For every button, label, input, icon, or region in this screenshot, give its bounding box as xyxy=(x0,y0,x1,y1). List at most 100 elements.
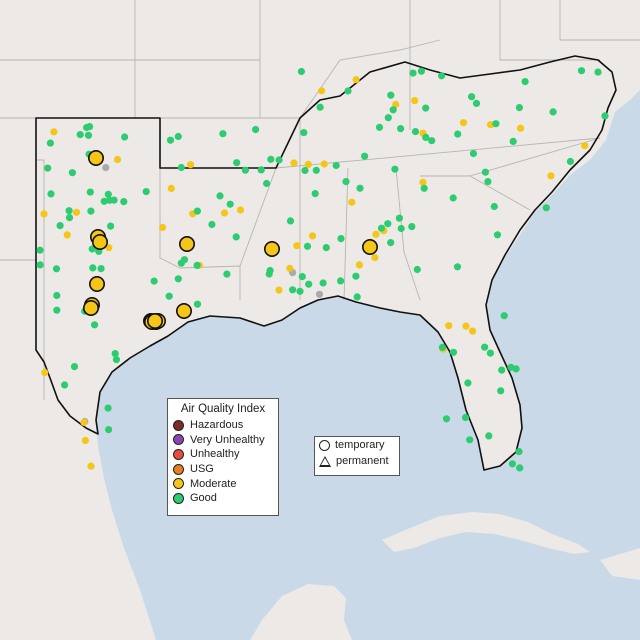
good-monitor-marker[interactable] xyxy=(492,120,500,128)
good-monitor-marker[interactable] xyxy=(89,264,97,272)
good-monitor-marker[interactable] xyxy=(193,207,201,215)
good-monitor-marker[interactable] xyxy=(397,125,405,133)
moderate-monitor-marker[interactable] xyxy=(352,76,360,84)
good-monitor-marker[interactable] xyxy=(166,136,175,144)
good-monitor-marker[interactable] xyxy=(233,159,241,167)
moderate-monitor-marker[interactable] xyxy=(355,261,363,269)
good-monitor-marker[interactable] xyxy=(61,381,69,389)
good-monitor-marker[interactable] xyxy=(468,93,476,101)
good-monitor-marker[interactable] xyxy=(150,277,158,285)
moderate-monitor-marker[interactable] xyxy=(293,242,301,250)
moderate-monitor-marker[interactable] xyxy=(371,254,379,262)
good-monitor-marker[interactable] xyxy=(111,350,119,358)
moderate-monitor-marker[interactable] xyxy=(220,209,229,217)
good-monitor-marker[interactable] xyxy=(413,265,421,274)
good-monitor-marker[interactable] xyxy=(47,190,55,198)
moderate-temporary-monitor-marker[interactable] xyxy=(147,312,164,329)
moderate-monitor-marker[interactable] xyxy=(80,418,88,426)
good-monitor-marker[interactable] xyxy=(387,239,395,247)
good-monitor-marker[interactable] xyxy=(70,363,79,371)
good-monitor-marker[interactable] xyxy=(438,72,446,80)
moderate-monitor-marker[interactable] xyxy=(348,198,356,206)
no-data-monitor-marker[interactable] xyxy=(315,290,324,298)
good-monitor-marker[interactable] xyxy=(297,67,305,76)
moderate-monitor-marker[interactable] xyxy=(469,327,477,335)
moderate-monitor-marker[interactable] xyxy=(63,231,71,239)
good-monitor-marker[interactable] xyxy=(193,261,201,269)
good-monitor-marker[interactable] xyxy=(454,130,462,138)
good-monitor-marker[interactable] xyxy=(107,222,115,230)
good-monitor-marker[interactable] xyxy=(174,275,182,283)
good-monitor-marker[interactable] xyxy=(337,235,345,243)
good-monitor-marker[interactable] xyxy=(466,436,474,444)
no-data-monitor-marker[interactable] xyxy=(102,164,110,172)
good-monitor-marker[interactable] xyxy=(601,112,609,120)
good-monitor-marker[interactable] xyxy=(464,379,472,387)
good-monitor-marker[interactable] xyxy=(44,164,52,172)
good-monitor-marker[interactable] xyxy=(312,166,320,174)
good-monitor-marker[interactable] xyxy=(453,263,462,271)
good-monitor-marker[interactable] xyxy=(389,106,397,114)
good-monitor-marker[interactable] xyxy=(342,178,350,186)
good-monitor-marker[interactable] xyxy=(56,222,64,230)
moderate-monitor-marker[interactable] xyxy=(517,124,525,132)
good-monitor-marker[interactable] xyxy=(298,273,306,281)
good-monitor-marker[interactable] xyxy=(322,244,330,252)
good-monitor-marker[interactable] xyxy=(566,157,575,166)
good-monitor-marker[interactable] xyxy=(515,104,524,112)
good-monitor-marker[interactable] xyxy=(219,130,227,138)
good-monitor-marker[interactable] xyxy=(469,149,477,158)
good-monitor-marker[interactable] xyxy=(391,165,399,173)
good-monitor-marker[interactable] xyxy=(65,207,73,215)
good-monitor-marker[interactable] xyxy=(104,404,112,412)
good-monitor-marker[interactable] xyxy=(438,343,446,351)
moderate-temporary-monitor-marker[interactable] xyxy=(263,241,280,258)
moderate-temporary-monitor-marker[interactable] xyxy=(361,239,378,256)
good-monitor-marker[interactable] xyxy=(257,166,265,174)
good-monitor-marker[interactable] xyxy=(46,139,55,147)
good-monitor-marker[interactable] xyxy=(177,259,185,267)
moderate-monitor-marker[interactable] xyxy=(419,178,427,186)
good-monitor-marker[interactable] xyxy=(361,152,369,160)
moderate-temporary-monitor-marker[interactable] xyxy=(88,150,105,167)
moderate-monitor-marker[interactable] xyxy=(72,208,81,216)
good-monitor-marker[interactable] xyxy=(411,128,420,136)
good-monitor-marker[interactable] xyxy=(53,291,61,300)
good-monitor-marker[interactable] xyxy=(76,131,84,139)
moderate-monitor-marker[interactable] xyxy=(445,322,453,330)
good-monitor-marker[interactable] xyxy=(311,190,319,198)
good-monitor-marker[interactable] xyxy=(449,348,458,356)
good-monitor-marker[interactable] xyxy=(208,220,216,229)
moderate-monitor-marker[interactable] xyxy=(113,155,122,164)
good-monitor-marker[interactable] xyxy=(449,194,457,202)
good-monitor-marker[interactable] xyxy=(267,155,275,163)
moderate-temporary-monitor-marker[interactable] xyxy=(179,236,196,253)
moderate-monitor-marker[interactable] xyxy=(186,161,195,169)
good-monitor-marker[interactable] xyxy=(337,277,345,285)
good-monitor-marker[interactable] xyxy=(417,67,425,75)
moderate-monitor-marker[interactable] xyxy=(318,87,326,95)
good-monitor-marker[interactable] xyxy=(442,415,451,423)
good-monitor-marker[interactable] xyxy=(352,272,360,280)
large-monitor-markers[interactable] xyxy=(83,150,378,330)
good-monitor-marker[interactable] xyxy=(420,184,428,192)
small-monitor-markers[interactable] xyxy=(36,67,609,472)
good-monitor-marker[interactable] xyxy=(384,114,392,122)
moderate-monitor-marker[interactable] xyxy=(236,206,245,214)
moderate-monitor-marker[interactable] xyxy=(581,142,589,150)
good-monitor-marker[interactable] xyxy=(68,169,76,177)
good-monitor-marker[interactable] xyxy=(512,365,520,373)
moderate-temporary-monitor-marker[interactable] xyxy=(92,234,109,251)
good-monitor-marker[interactable] xyxy=(87,207,95,215)
moderate-monitor-marker[interactable] xyxy=(275,286,283,294)
good-monitor-marker[interactable] xyxy=(112,356,120,364)
good-monitor-marker[interactable] xyxy=(301,166,309,175)
good-monitor-marker[interactable] xyxy=(97,265,105,273)
moderate-temporary-monitor-marker[interactable] xyxy=(83,299,100,316)
good-monitor-marker[interactable] xyxy=(422,104,430,112)
good-monitor-marker[interactable] xyxy=(120,198,128,206)
good-monitor-marker[interactable] xyxy=(177,163,185,172)
good-monitor-marker[interactable] xyxy=(174,132,182,141)
good-monitor-marker[interactable] xyxy=(397,224,405,233)
good-monitor-marker[interactable] xyxy=(216,192,224,200)
